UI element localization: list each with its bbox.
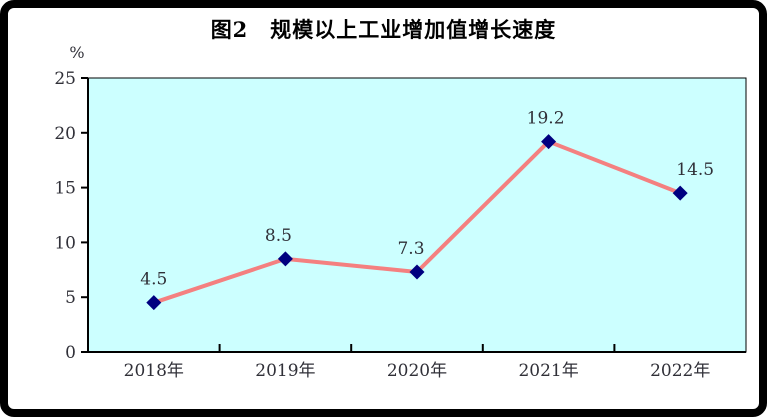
line-chart: 0 5 10 15 20 25% 2018年 2019年 2020年 2021年 2022年 4.5 8… [54, 43, 747, 381]
data-point-label: 7.3 [397, 239, 424, 259]
data-point-marker [541, 134, 557, 150]
data-point-marker [409, 264, 425, 280]
y-axis-tick-label: 20 [54, 124, 76, 144]
x-axis-label: 2020年 [387, 361, 447, 381]
y-axis-tick-label: 10 [54, 233, 76, 253]
y-axis-unit-label: % [69, 43, 84, 62]
x-axis-label: 2019年 [255, 361, 315, 381]
y-axis-tick-label: 0 [65, 343, 76, 363]
plot-area [87, 77, 747, 353]
x-axis-label: 2021年 [518, 361, 578, 381]
chart-title: 图2 规模以上工业增加值增长速度 [210, 17, 557, 42]
data-point-marker [277, 251, 293, 267]
data-point-label: 8.5 [265, 226, 292, 246]
x-axis-label: 2022年 [650, 361, 710, 381]
x-axis-label: 2018年 [124, 361, 184, 381]
data-point-label: 19.2 [527, 109, 565, 129]
data-point-marker [146, 295, 162, 311]
y-axis-tick-label: 15 [54, 179, 76, 199]
data-point-label: 4.5 [140, 270, 167, 290]
data-point-label: 14.5 [676, 160, 714, 180]
y-axis-tick-label: 5 [65, 288, 76, 308]
data-point-marker [672, 185, 688, 201]
y-axis-tick-label: 25 [54, 69, 76, 89]
